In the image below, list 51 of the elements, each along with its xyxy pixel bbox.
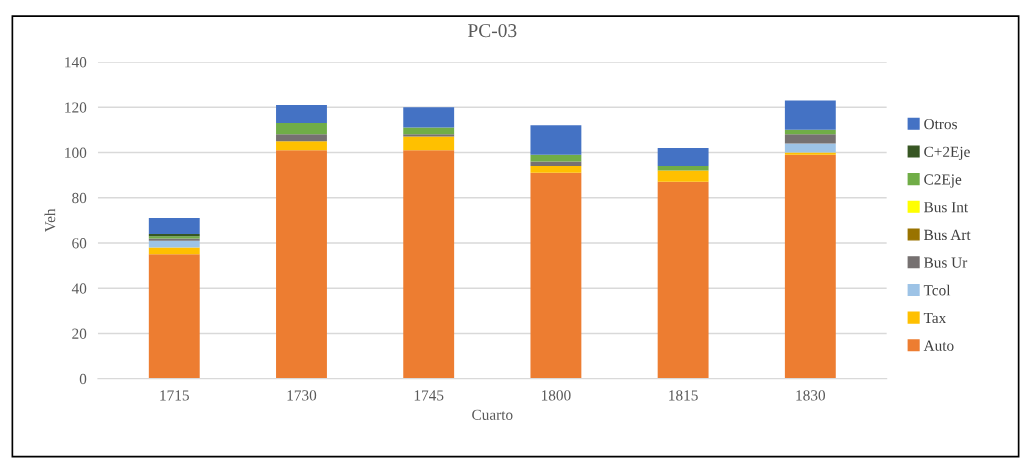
bar — [784, 100, 836, 130]
bar — [276, 104, 327, 124]
bar — [276, 150, 327, 379]
bar — [657, 181, 709, 379]
bar — [657, 166, 709, 171]
legend-label: C2Eje — [924, 174, 962, 188]
y-tick-label: 0 — [79, 373, 87, 385]
bar — [530, 125, 582, 155]
y-tick-label: 100 — [65, 147, 87, 158]
y-axis-title: Veh — [44, 208, 56, 233]
y-tick-label: 60 — [72, 238, 87, 249]
bar — [530, 166, 582, 173]
x-tick-label: 1830 — [796, 390, 826, 401]
bar — [530, 154, 582, 162]
x-tick-label: 1730 — [287, 390, 317, 401]
bar — [403, 136, 455, 151]
x-axis-title: Cuarto — [472, 409, 513, 420]
y-tick-label: 140 — [65, 57, 87, 68]
bar — [148, 218, 200, 234]
bar — [784, 134, 836, 144]
chart-title: PC-03 — [468, 24, 517, 38]
bar — [530, 172, 582, 379]
legend-label: Bus Int — [924, 202, 969, 213]
bar — [657, 147, 709, 167]
legend-label: Otros — [924, 118, 957, 130]
legend-label: Tax — [923, 312, 947, 324]
bar — [657, 170, 709, 182]
legend-label: Bus Ur — [924, 257, 968, 268]
y-tick-label: 40 — [71, 283, 87, 294]
x-tick-label: 1715 — [160, 390, 189, 401]
x-tick-label: 1815 — [669, 390, 698, 401]
legend-label: Bus Art — [924, 229, 971, 241]
bar — [148, 254, 200, 379]
y-tick-label: 80 — [72, 192, 87, 204]
legend-label: Auto — [923, 340, 954, 351]
bar — [403, 107, 455, 128]
legend-label: Tcol — [923, 284, 951, 296]
y-tick-label: 120 — [65, 102, 87, 113]
bar — [403, 150, 455, 379]
bar — [276, 134, 327, 142]
x-tick-label: 1745 — [414, 390, 444, 401]
bar — [403, 134, 455, 137]
x-tick-label: 1800 — [541, 390, 571, 401]
bar — [276, 141, 327, 151]
y-tick-label: 20 — [72, 328, 87, 339]
bar — [784, 152, 836, 155]
bar — [276, 123, 327, 135]
bar — [148, 247, 200, 255]
bar — [784, 154, 836, 379]
legend-label: C+2Eje — [924, 146, 970, 161]
bar — [784, 143, 836, 153]
